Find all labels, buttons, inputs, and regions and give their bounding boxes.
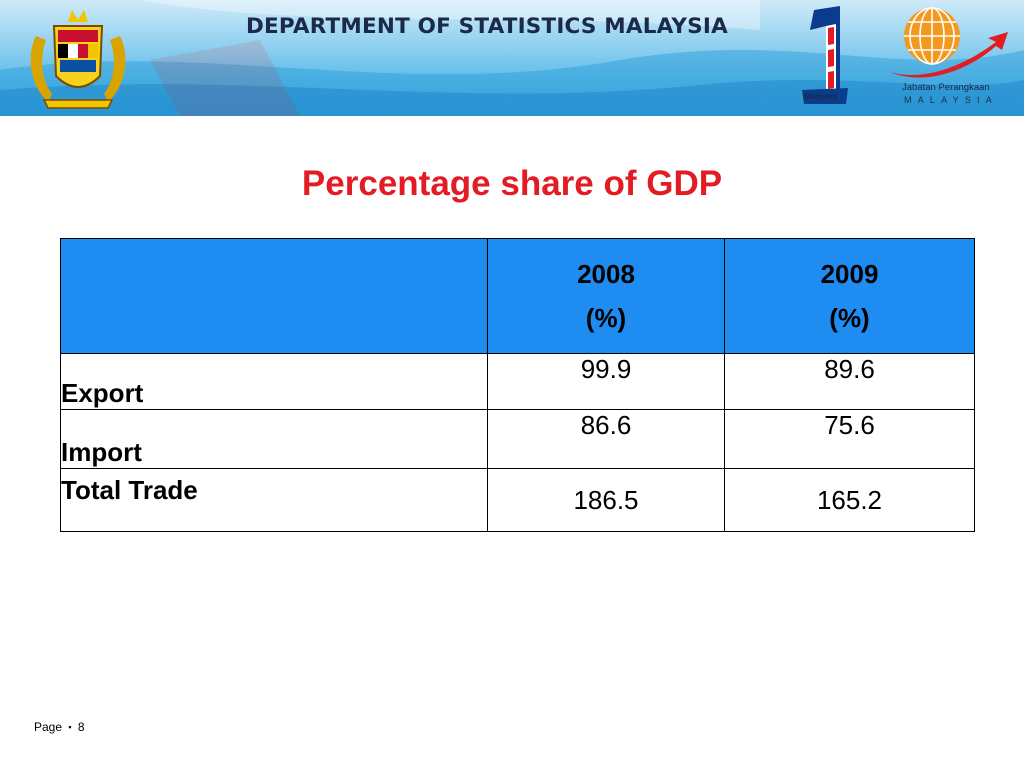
table-row: Total Trade 186.5 165.2 [60,468,975,532]
header-2009-unit: (%) [829,303,870,333]
slide-title: Percentage share of GDP [301,164,723,203]
header-2009-cell: 2009 (%) [724,238,975,354]
row-label-import: Import [60,409,488,469]
cell-import-2009: 75.6 [724,409,975,469]
gdp-share-table: 2008 (%) 2009 (%) Export 99.9 89.6 Impor… [60,238,975,532]
coat-of-arms-icon [30,10,126,109]
cell-export-2009: 89.6 [724,353,975,410]
banner-title: DEPARTMENT OF STATISTICS MALAYSIA [246,14,728,39]
one-malaysia-logo-icon [802,6,848,104]
one-malaysia-text: Malaysia [804,92,838,101]
header-banner: DEPARTMENT OF STATISTICS MALAYSIA Malays… [0,0,1024,116]
page-footer: Page ▪ 8 [34,720,85,734]
table-row: Import 86.6 75.6 [60,409,975,469]
table-header-row: 2008 (%) 2009 (%) [60,238,975,354]
page-label: Page [34,720,63,734]
cell-total-trade-2008: 186.5 [487,468,725,532]
header-2008-year: 2008 [577,259,635,289]
header-blank-cell [60,238,488,354]
footer-bullet: ▪ [68,722,72,732]
cell-import-2008: 86.6 [487,409,725,469]
dosm-caption-line1: Jabatan Perangkaan [902,82,990,93]
cell-total-trade-2009: 165.2 [724,468,975,532]
cell-export-2008: 99.9 [487,353,725,410]
header-2008-unit: (%) [585,303,627,333]
table-row: Export 99.9 89.6 [60,353,975,410]
page-number: 8 [77,720,85,734]
header-2008-cell: 2008 (%) [487,238,725,354]
dosm-globe-logo-icon [890,7,1008,78]
dosm-caption-line2: MALAYSIA [904,95,998,105]
row-label-export: Export [60,353,488,410]
row-label-total-trade: Total Trade [60,468,488,532]
banner-wave-decoration [0,0,1024,116]
header-2009-year: 2009 [820,259,879,289]
